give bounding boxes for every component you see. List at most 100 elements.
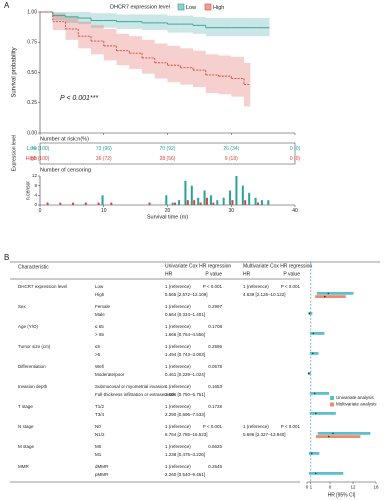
- table-cell: 1 (reference): [165, 324, 191, 329]
- censor-bar: [184, 180, 187, 205]
- ci-band: [231, 18, 244, 37]
- table-cell: Moderate/poor: [95, 372, 125, 377]
- ci-band: [218, 18, 232, 37]
- x-tick-label: 1: [310, 485, 313, 490]
- table-cell: 2.290 [0.696–7.533]: [165, 412, 205, 417]
- table-cell: 1 (reference): [243, 284, 269, 289]
- hr-point: [314, 472, 317, 475]
- ci-band: [52, 13, 66, 31]
- table-cell: 1 (reference): [165, 364, 191, 369]
- x-axis-label: HR [95% CI]: [328, 492, 356, 498]
- table-cell: Tumor size (cm): [18, 344, 51, 349]
- table-cell: P < 0.001: [281, 284, 301, 289]
- y-tick-label: 12: [32, 173, 38, 178]
- censor-bar: [186, 200, 189, 205]
- table-cell: pMMR: [95, 472, 109, 477]
- table-cell: P < 0.001: [203, 284, 223, 289]
- x-tick-label: 20: [165, 208, 171, 214]
- censor-bar: [209, 195, 212, 205]
- legend-label: Multivariate analysis: [336, 402, 377, 407]
- table-cell: Invasion depth: [18, 384, 48, 389]
- table-cell: 1 (reference): [165, 284, 191, 289]
- hr-point: [311, 352, 314, 355]
- table-cell: 1 (reference): [165, 384, 191, 389]
- risk-cell: 36 (72): [96, 156, 112, 162]
- table-subheader: P value: [205, 271, 222, 277]
- ci-band: [193, 50, 206, 88]
- table-subheader: HR: [165, 271, 173, 277]
- table-cell: Well: [95, 364, 104, 369]
- table-cell: 1.494 [0.743–3.003]: [165, 352, 205, 357]
- table-header: Univariate Cox HR regression: [165, 263, 231, 269]
- table-header: Characteristic: [18, 264, 49, 270]
- table-cell: 1.666 [0.764–4.556]: [165, 332, 205, 337]
- legend-label: Univariate analysis: [336, 395, 375, 400]
- censor-bar: [174, 202, 177, 205]
- legend-swatch: [330, 402, 334, 407]
- risk-table-ylabel: Expression level: [11, 135, 17, 171]
- x-tick-label: 0: [306, 485, 309, 490]
- table-cell: N0: [95, 424, 101, 429]
- table-cell: Differentiation: [18, 364, 46, 369]
- table-cell: ≤5: [95, 344, 100, 349]
- x-tick-label: 18: [373, 485, 379, 490]
- table-cell: T1/2: [95, 404, 105, 409]
- censor-bar: [148, 202, 151, 205]
- table-cell: N stage: [18, 424, 34, 429]
- table-cell: M stage: [18, 444, 35, 449]
- table-cell: 6.764 [2.785–16.523]: [165, 432, 208, 437]
- censor-bar: [267, 200, 270, 205]
- ci-band: [65, 16, 79, 40]
- ci-bar: [316, 292, 354, 295]
- ci-band: [129, 36, 142, 69]
- ci-bar: [315, 295, 346, 298]
- hr-point: [313, 392, 316, 395]
- y-tick-label: 8: [34, 183, 37, 188]
- ci-bar: [315, 435, 361, 438]
- censor-bar: [203, 190, 206, 205]
- censor-bar: [222, 197, 225, 205]
- panel-label: A: [4, 1, 10, 10]
- hr-point: [307, 372, 310, 375]
- ci-band: [91, 25, 104, 55]
- table-cell: ≤ 65: [95, 324, 104, 329]
- censor-bar: [59, 202, 62, 205]
- table-subheader: HR: [243, 271, 251, 277]
- legend-label: High: [213, 5, 224, 11]
- y-axis-label: n.censor: [25, 181, 31, 201]
- censor-bar: [110, 202, 113, 205]
- ci-bar: [309, 352, 319, 355]
- table-cell: Age (Y/O): [18, 324, 39, 329]
- ci-bar: [309, 412, 336, 415]
- risk-row-label: Low: [27, 146, 37, 152]
- censor-title: Number of censoring: [40, 167, 91, 173]
- table-cell: >5: [95, 352, 101, 357]
- censor-bar: [248, 192, 251, 205]
- hr-point: [328, 435, 330, 438]
- censor-bar: [216, 200, 219, 205]
- table-cell: 0.0578: [208, 364, 222, 369]
- censor-bar: [231, 200, 234, 205]
- hr-point: [314, 412, 317, 415]
- censor-bar: [171, 202, 174, 205]
- censor-bar: [256, 202, 259, 205]
- table-cell: T stage: [18, 404, 33, 409]
- table-cell: 0.6625: [208, 444, 222, 449]
- censor-bar: [165, 195, 168, 205]
- risk-cell: 28 (56): [160, 156, 176, 162]
- table-cell: 0.2997: [208, 304, 222, 309]
- table-subheader: P value: [283, 271, 300, 277]
- table-cell: 4.639 [2.126–10.122]: [243, 292, 286, 297]
- risk-cell: 50 (100): [31, 156, 50, 162]
- censor-bar: [97, 202, 100, 205]
- ci-bar: [317, 432, 371, 435]
- y-tick-label: 0.00: [27, 130, 37, 136]
- table-cell: 1.238 [0.475–3.226]: [165, 452, 205, 457]
- table-cell: MMR: [18, 464, 29, 469]
- censor-bar: [205, 197, 208, 205]
- table-cell: Female: [95, 304, 111, 309]
- ci-bar: [309, 332, 325, 335]
- table-header: Multivariate Cox HR regression: [243, 263, 312, 269]
